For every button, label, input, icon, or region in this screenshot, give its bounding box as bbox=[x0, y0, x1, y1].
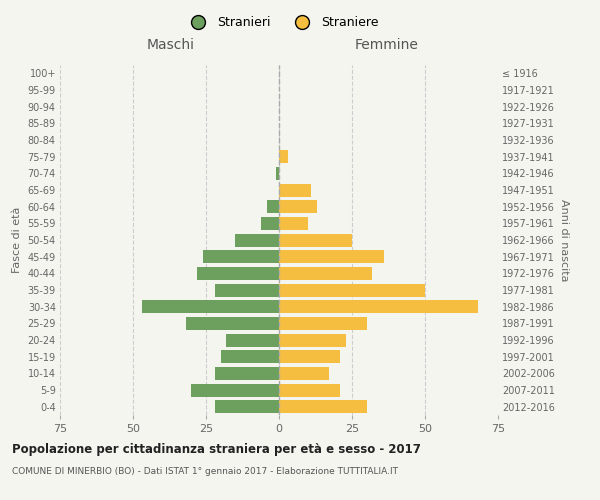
Bar bbox=[279, 300, 478, 313]
Bar bbox=[279, 267, 373, 280]
Bar bbox=[279, 400, 367, 413]
Bar bbox=[279, 367, 329, 380]
Text: Maschi: Maschi bbox=[147, 38, 195, 52]
Bar bbox=[142, 300, 279, 313]
Bar bbox=[203, 250, 279, 263]
Y-axis label: Fasce di età: Fasce di età bbox=[12, 207, 22, 273]
Bar bbox=[197, 267, 279, 280]
Text: Popolazione per cittadinanza straniera per età e sesso - 2017: Popolazione per cittadinanza straniera p… bbox=[12, 442, 421, 456]
Bar bbox=[262, 217, 279, 230]
Bar bbox=[279, 334, 346, 346]
Bar bbox=[215, 367, 279, 380]
Bar bbox=[185, 317, 279, 330]
Bar bbox=[279, 384, 340, 396]
Bar bbox=[279, 234, 352, 246]
Bar bbox=[235, 234, 279, 246]
Bar bbox=[279, 250, 384, 263]
Bar bbox=[279, 317, 367, 330]
Bar bbox=[279, 217, 308, 230]
Bar bbox=[268, 200, 279, 213]
Bar bbox=[191, 384, 279, 396]
Bar bbox=[279, 284, 425, 296]
Bar bbox=[276, 167, 279, 180]
Y-axis label: Anni di nascita: Anni di nascita bbox=[559, 198, 569, 281]
Bar bbox=[215, 284, 279, 296]
Bar bbox=[279, 350, 340, 363]
Bar bbox=[279, 184, 311, 196]
Bar bbox=[279, 150, 288, 163]
Bar bbox=[279, 200, 317, 213]
Bar bbox=[226, 334, 279, 346]
Bar bbox=[221, 350, 279, 363]
Text: COMUNE DI MINERBIO (BO) - Dati ISTAT 1° gennaio 2017 - Elaborazione TUTTITALIA.I: COMUNE DI MINERBIO (BO) - Dati ISTAT 1° … bbox=[12, 468, 398, 476]
Legend: Stranieri, Straniere: Stranieri, Straniere bbox=[181, 11, 383, 34]
Bar bbox=[215, 400, 279, 413]
Text: Femmine: Femmine bbox=[355, 38, 419, 52]
